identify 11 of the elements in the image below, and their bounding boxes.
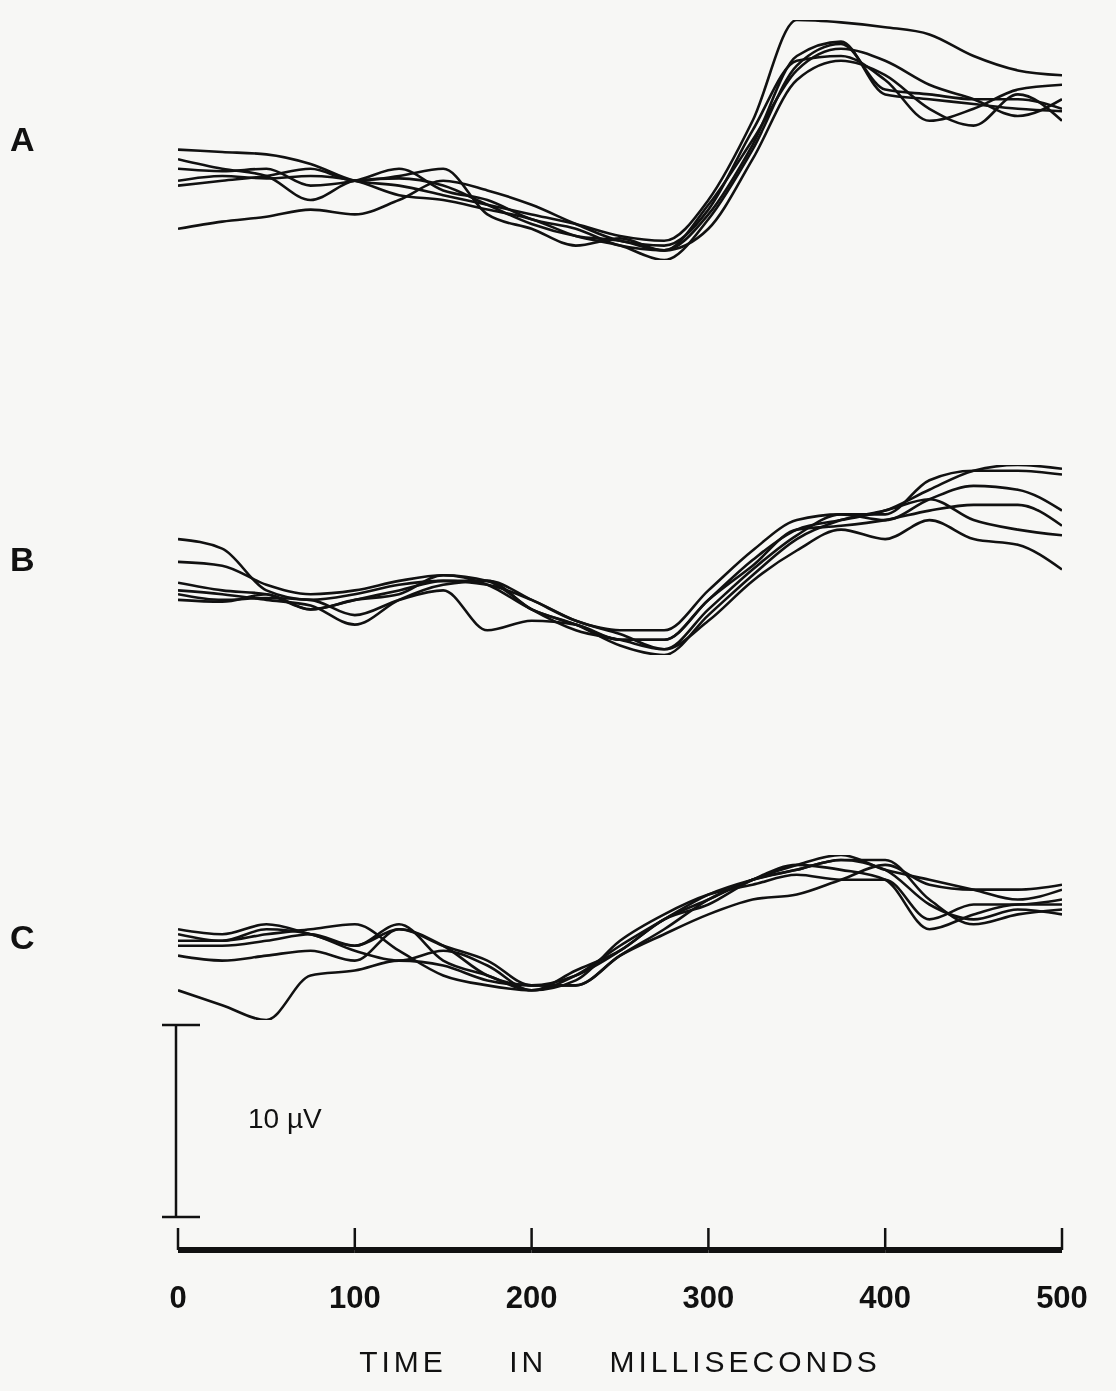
x-tick-label: 0 <box>169 1280 187 1315</box>
x-axis-title: TIME IN MILLISECONDS <box>358 1345 882 1379</box>
x-tick-label: 500 <box>1036 1280 1088 1315</box>
x-tick-label: 100 <box>328 1280 381 1315</box>
text: 10 µV <box>248 1103 322 1135</box>
text: A <box>10 120 35 159</box>
text: C <box>10 917 35 957</box>
x-tick-label: 200 <box>505 1280 558 1315</box>
x-tick-label: 300 <box>682 1280 735 1315</box>
text: B <box>10 540 35 579</box>
x-tick-label: 400 <box>859 1280 912 1315</box>
